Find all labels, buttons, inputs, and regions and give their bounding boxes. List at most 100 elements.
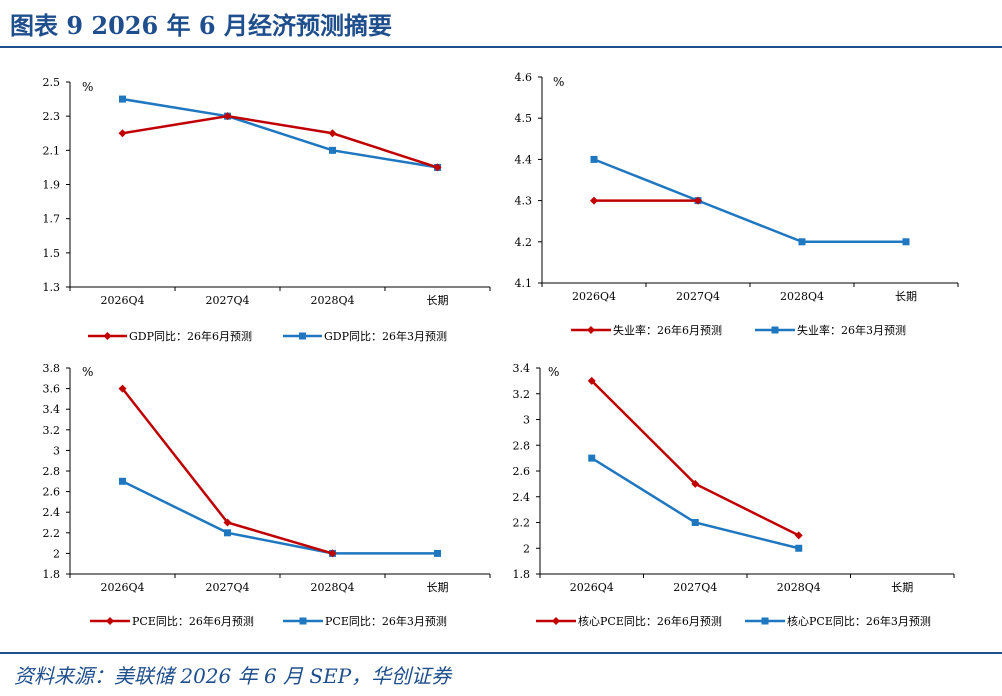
y-tick-label: 2.2 [43, 527, 61, 540]
legend-marker [587, 326, 595, 334]
legend-label: PCE同比：26年3月预测 [325, 614, 447, 628]
y-tick-label: 1.5 [43, 247, 61, 260]
legend-label: 失业率：26年3月预测 [797, 323, 906, 337]
series-line [593, 158, 906, 244]
data-point [798, 238, 806, 246]
series-1 [587, 376, 803, 540]
unit-label: % [548, 365, 559, 379]
data-point [119, 477, 126, 485]
y-tick-label: 4.1 [515, 277, 533, 290]
legend: GDP同比：26年6月预测 GDP同比：26年3月预测 [88, 329, 447, 343]
data-point [694, 196, 702, 205]
series-line [121, 480, 438, 555]
data-point [794, 531, 803, 540]
series-1 [118, 112, 442, 172]
y-tick-label: 4.3 [515, 195, 533, 208]
data-point [329, 146, 336, 154]
y-tick-label: 2.8 [43, 465, 61, 478]
data-point [902, 238, 910, 246]
x-tick-label: 2028Q4 [777, 581, 821, 594]
unit-label: % [82, 365, 93, 379]
data-point [328, 549, 337, 558]
y-tick-label: 2.2 [513, 517, 531, 530]
x-tick-label: 2026Q4 [572, 290, 616, 303]
data-point [118, 129, 127, 138]
footer-divider [0, 652, 1002, 654]
chart-2: 4.1 4.2 4.3 4.4 4.5 4.6 2026Q4 2027Q4 2028Q4 长期% 失… [515, 71, 959, 337]
y-tick-label: 4.5 [515, 112, 533, 125]
data-point [590, 196, 598, 205]
figure-title: 图表 9 2026 年 6 月经济预测摘要 [10, 11, 392, 40]
x-tick-label: 2026Q4 [100, 581, 144, 594]
x-tick-label: 长期 [427, 294, 449, 307]
legend-marker [299, 332, 306, 340]
series-line [122, 97, 438, 169]
legend-label: GDP同比：26年6月预测 [129, 329, 252, 343]
data-point [691, 519, 699, 526]
series-1 [590, 196, 702, 205]
y-tick-label: 3.4 [513, 362, 531, 375]
y-tick-label: 3 [523, 414, 530, 427]
data-point [590, 155, 598, 163]
y-tick-label: 4.2 [515, 236, 533, 249]
series-line [122, 114, 438, 169]
x-tick-label: 2028Q4 [310, 581, 354, 594]
legend: 核心PCE同比：26年6月预测 核心PCE同比：26年3月预测 [536, 614, 931, 628]
legend-marker [761, 617, 769, 625]
series-1 [118, 384, 337, 558]
data-point [434, 549, 441, 557]
y-tick-label: 1.8 [43, 568, 61, 581]
x-tick-label: 长期 [891, 581, 913, 594]
y-tick-label: 2.6 [43, 486, 61, 499]
data-point [223, 518, 232, 527]
series-line [590, 379, 800, 537]
y-tick-label: 1.9 [43, 179, 61, 192]
y-tick-label: 1.8 [513, 568, 531, 581]
legend: PCE同比：26年6月预测 PCE同比：26年3月预测 [90, 614, 447, 628]
chart-1: 1.3 1.5 1.7 1.9 2.1 2.3 2.5 2026Q4 2027Q4 2028Q4 长… [43, 76, 491, 343]
y-tick-label: 1.7 [43, 213, 61, 226]
legend-label: PCE同比：26年6月预测 [132, 614, 254, 628]
x-tick-label: 2027Q4 [673, 581, 717, 594]
data-point [328, 129, 337, 138]
series-2 [588, 454, 803, 552]
y-tick-label: 3.4 [43, 403, 61, 416]
y-tick-label: 3.2 [513, 388, 531, 401]
y-tick-label: 2.4 [513, 491, 531, 504]
data-point [588, 454, 596, 462]
series-2 [119, 477, 441, 557]
data-point [224, 529, 231, 537]
legend-label: 失业率：26年6月预测 [613, 323, 722, 337]
chart-3: 1.8 2 2.2 2.4 2.6 2.8 3 3.2 3.4 3.6 3.8 2026Q4 2027Q… [43, 362, 491, 628]
y-tick-label: 2.1 [43, 144, 61, 157]
legend-label: 核心PCE同比：26年6月预测 [578, 614, 722, 628]
unit-label: % [553, 75, 564, 89]
data-point [795, 544, 803, 552]
legend: 失业率：26年6月预测 失业率：26年3月预测 [571, 323, 906, 337]
x-tick-label: 2028Q4 [780, 290, 824, 303]
legend-marker [771, 326, 779, 334]
data-point [223, 112, 232, 121]
x-tick-label: 2027Q4 [676, 290, 720, 303]
y-tick-label: 2.3 [43, 110, 61, 123]
legend-marker [552, 617, 560, 625]
x-tick-label: 2026Q4 [570, 581, 614, 594]
x-tick-label: 长期 [427, 581, 449, 594]
y-tick-label: 2.8 [513, 439, 531, 452]
title-divider [0, 46, 1002, 48]
data-point [119, 95, 126, 103]
data-point [118, 384, 127, 393]
legend-label: 核心PCE同比：26年3月预测 [787, 614, 931, 628]
y-tick-label: 2.4 [43, 506, 61, 519]
series-line [591, 457, 800, 550]
legend-marker [299, 617, 307, 625]
x-tick-label: 2028Q4 [310, 294, 354, 307]
figure-header: 图表 9 2026 年 6 月经济预测摘要 [0, 0, 1002, 46]
chart-4: 1.8 2 2.2 2.4 2.6 2.8 3 3.2 3.4 2026Q4 2027Q4 2028Q… [513, 362, 955, 628]
data-point [587, 376, 596, 385]
y-tick-label: 2 [53, 547, 60, 560]
y-tick-label: 2.5 [43, 76, 61, 89]
y-tick-label: 2 [523, 542, 530, 555]
y-tick-label: 3.8 [43, 362, 61, 375]
